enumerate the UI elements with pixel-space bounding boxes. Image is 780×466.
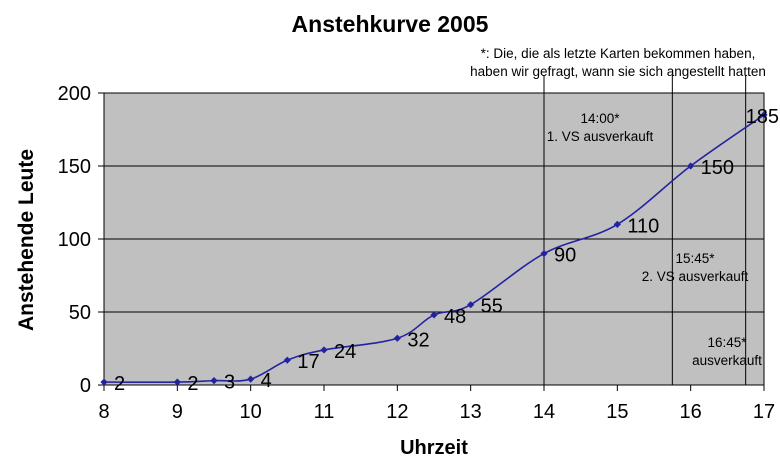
x-tick-label: 11 — [314, 401, 335, 423]
data-point-marker — [320, 346, 328, 354]
x-tick-label: 13 — [460, 401, 482, 423]
data-point-label: 150 — [701, 157, 734, 179]
data-point-label: 2 — [114, 373, 125, 395]
y-tick-label: 0 — [80, 375, 91, 397]
data-point-marker — [760, 111, 768, 119]
data-point-label: 185 — [746, 106, 779, 128]
x-tick-label: 10 — [240, 401, 262, 423]
data-point-marker — [100, 378, 108, 386]
event-annotation: 15:45* — [675, 251, 715, 266]
data-point-label: 32 — [407, 329, 429, 351]
y-tick-label: 150 — [58, 156, 91, 178]
y-tick-label: 50 — [69, 302, 91, 324]
y-tick-label: 100 — [58, 229, 91, 251]
data-point-label: 110 — [627, 215, 659, 237]
data-point-marker — [687, 162, 695, 170]
event-annotation: ausverkauft — [692, 353, 762, 368]
data-point-label: 3 — [224, 372, 235, 394]
x-tick-label: 12 — [386, 401, 408, 423]
x-tick-label: 9 — [172, 401, 183, 423]
event-annotation: 1. VS ausverkauft — [547, 129, 654, 144]
data-point-label: 55 — [481, 296, 503, 318]
x-tick-label: 16 — [680, 401, 702, 423]
data-point-label: 48 — [444, 306, 466, 328]
data-point-marker — [540, 250, 548, 258]
data-point-label: 24 — [334, 341, 356, 363]
data-point-marker — [210, 377, 218, 385]
event-annotation: 2. VS ausverkauft — [642, 269, 749, 284]
data-point-label: 17 — [297, 351, 319, 373]
chart-title: Anstehkurve 2005 — [291, 11, 489, 37]
data-point-label: 4 — [261, 370, 272, 392]
y-axis-title: Anstehende Leute — [15, 148, 38, 332]
x-axis-title: Uhrzeit — [400, 437, 468, 459]
y-tick-label: 200 — [58, 83, 91, 105]
data-point-marker — [393, 334, 401, 342]
x-tick-label: 14 — [533, 401, 555, 423]
data-point-marker — [283, 356, 291, 364]
data-point-marker — [247, 375, 255, 383]
x-tick-label: 8 — [98, 401, 109, 423]
footnote-line-1: *: Die, die als letzte Karten bekommen h… — [480, 46, 756, 61]
x-tick-label: 15 — [606, 401, 628, 423]
event-annotation: 16:45* — [707, 335, 747, 350]
x-tick-label: 17 — [753, 401, 775, 423]
data-point-label: 2 — [187, 373, 198, 395]
event-annotation: 14:00* — [580, 111, 620, 126]
data-point-marker — [467, 301, 475, 309]
data-point-label: 90 — [554, 245, 576, 267]
data-point-marker — [613, 220, 621, 228]
data-point-marker — [173, 378, 181, 386]
data-point-marker — [430, 311, 438, 319]
